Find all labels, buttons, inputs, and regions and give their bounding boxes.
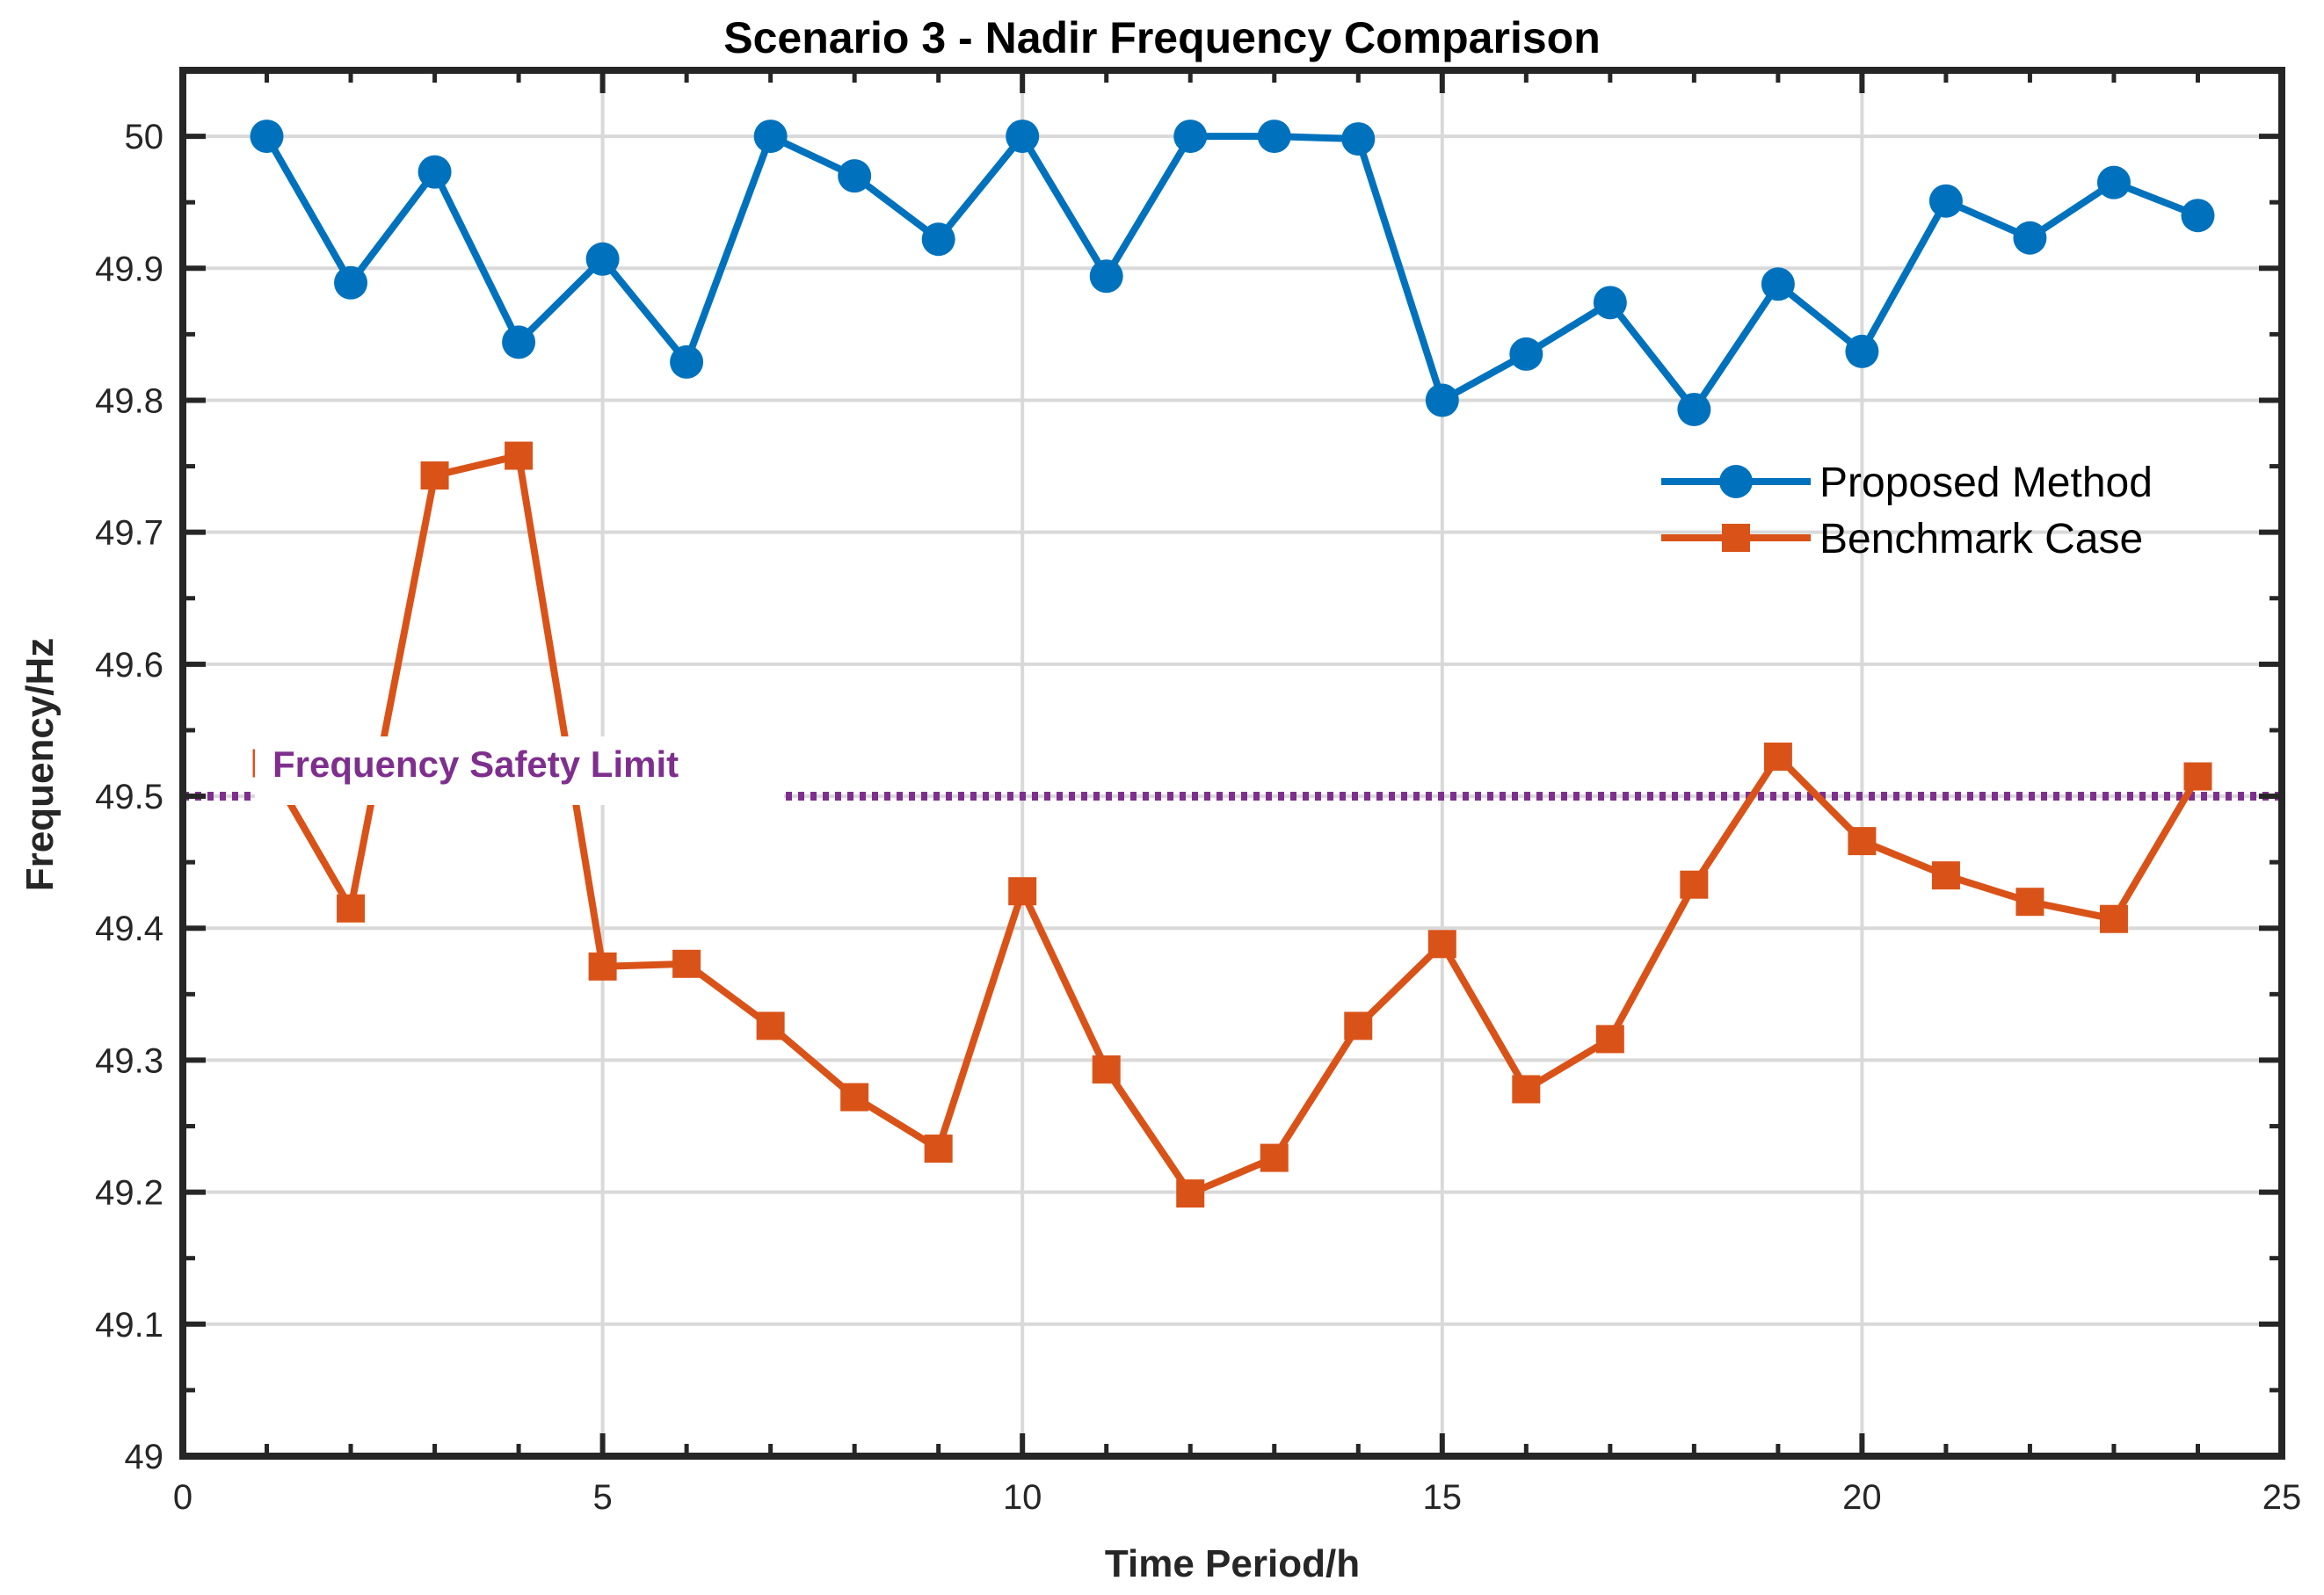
- x-tick-label: 20: [1842, 1478, 1882, 1517]
- benchmark-marker: [1595, 1025, 1624, 1054]
- y-tick-label: 49.3: [95, 1041, 163, 1080]
- benchmark-marker: [1260, 1143, 1289, 1172]
- y-axis-label: Frequency/Hz: [18, 638, 62, 892]
- proposed-marker: [2096, 165, 2131, 199]
- y-tick-label: 50: [125, 118, 164, 156]
- legend: Proposed Method Benchmark Case: [1661, 460, 2153, 562]
- axes-box: [179, 67, 2285, 1460]
- benchmark-marker: [505, 441, 534, 470]
- benchmark-marker: [1176, 1179, 1205, 1208]
- benchmark-marker: [1848, 827, 1877, 856]
- x-tick-label: 25: [2262, 1478, 2302, 1517]
- proposed-marker: [1006, 120, 1040, 154]
- proposed-marker: [502, 325, 536, 359]
- proposed-marker: [2013, 221, 2047, 255]
- proposed-marker: [1425, 383, 1459, 417]
- y-tick-label: 49.5: [95, 778, 163, 816]
- proposed-marker: [585, 242, 620, 276]
- proposed-marker: [1677, 392, 1711, 426]
- proposed-marker: [1089, 259, 1123, 294]
- y-tick-label: 49.6: [95, 646, 163, 685]
- proposed-marker: [1761, 267, 1795, 301]
- benchmark-marker: [1092, 1055, 1121, 1084]
- proposed-marker: [1257, 120, 1291, 154]
- y-tick-label: 49.2: [95, 1174, 163, 1213]
- proposed-series-line: [264, 133, 2199, 413]
- benchmark-marker: [2183, 762, 2212, 791]
- benchmark-marker: [672, 949, 701, 978]
- benchmark-marker: [2099, 904, 2128, 933]
- legend-proposed-marker: [1719, 465, 1753, 498]
- benchmark-marker: [2015, 888, 2044, 917]
- benchmark-marker: [1512, 1075, 1541, 1104]
- benchmark-marker: [1931, 861, 1960, 890]
- safety-limit-label: Frequency Safety Limit: [272, 743, 679, 785]
- x-tick-label: 15: [1423, 1478, 1463, 1517]
- chart-title: Scenario 3 - Nadir Frequency Comparison: [723, 13, 1601, 62]
- grid: [181, 70, 2284, 1458]
- legend-benchmark-marker: [1722, 524, 1750, 552]
- annotation-group: Frequency Safety Limit: [255, 736, 784, 805]
- x-tick-label: 5: [592, 1478, 612, 1517]
- y-tick-label: 49.7: [95, 514, 163, 553]
- proposed-marker: [1341, 122, 1376, 156]
- proposed-marker: [670, 344, 704, 379]
- benchmark-marker: [756, 1011, 785, 1040]
- benchmark-marker: [1344, 1011, 1373, 1040]
- proposed-marker: [334, 265, 368, 300]
- y-tick-label: 49: [125, 1438, 164, 1476]
- x-tick-label: 10: [1003, 1478, 1042, 1517]
- proposed-marker: [1845, 334, 1879, 368]
- proposed-marker: [418, 155, 452, 189]
- safety-limit-label-box: [255, 736, 784, 805]
- benchmark-marker: [337, 894, 366, 923]
- proposed-marker: [921, 222, 955, 257]
- legend-benchmark-label: Benchmark Case: [1819, 516, 2143, 562]
- benchmark-marker: [1008, 877, 1037, 906]
- y-tick-label: 49.1: [95, 1306, 163, 1345]
- proposed-marker: [1593, 286, 1627, 320]
- proposed-marker: [1928, 184, 1963, 218]
- x-axis-label: Time Period/h: [1105, 1542, 1360, 1585]
- proposed-marker: [1509, 337, 1543, 371]
- proposed-marker: [838, 159, 872, 193]
- benchmark-marker: [924, 1135, 953, 1164]
- y-tick-label: 49.8: [95, 381, 163, 420]
- benchmark-marker: [1427, 930, 1456, 959]
- proposed-marker: [1173, 120, 1208, 154]
- series-group: [250, 120, 2215, 1208]
- benchmark-marker: [420, 461, 449, 490]
- axes: 0 5 10 15 20 25 49 49.1 49.2 49.3 49.4 49.5 49.6 49.7…: [95, 67, 2302, 1517]
- x-tick-label: 0: [173, 1478, 192, 1517]
- benchmark-marker: [840, 1083, 869, 1112]
- proposed-marker: [2181, 199, 2215, 233]
- legend-proposed-label: Proposed Method: [1819, 460, 2153, 506]
- benchmark-marker: [1680, 870, 1709, 899]
- benchmark-marker: [588, 952, 617, 981]
- proposed-marker: [250, 120, 284, 154]
- y-tick-label: 49.4: [95, 910, 163, 948]
- benchmark-marker: [1763, 742, 1792, 771]
- proposed-marker: [753, 120, 788, 154]
- y-tick-label: 49.9: [95, 250, 163, 288]
